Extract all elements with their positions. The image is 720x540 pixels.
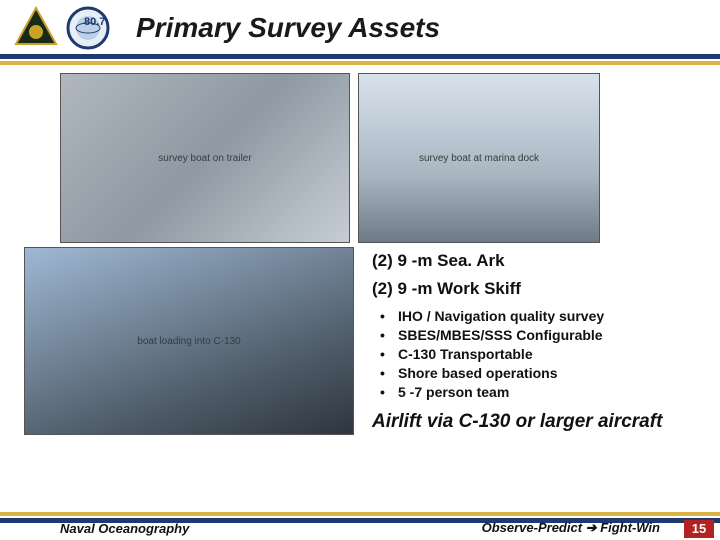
text-column: (2) 9 -m Sea. Ark (2) 9 -m Work Skiff IH… [372, 251, 702, 433]
footer-rule-gold [0, 512, 720, 516]
photo-c130-loading: boat loading into C-130 [24, 247, 354, 435]
image-row-top: survey boat on trailer survey boat at ma… [60, 73, 700, 243]
photo-caption: survey boat on trailer [158, 153, 251, 164]
slide-header: 80.7 Primary Survey Assets [0, 0, 720, 54]
footer-fight: Fight-Win [600, 520, 660, 535]
airlift-line: Airlift via C-130 or larger aircraft [372, 411, 702, 433]
list-item: SBES/MBES/SSS Configurable [380, 326, 702, 345]
photo-caption: boat loading into C-130 [137, 336, 240, 347]
footer-observe: Observe-Predict [482, 520, 582, 535]
subtitle-workskiff: (2) 9 -m Work Skiff [372, 279, 702, 299]
fleet-survey-seal-icon: 80.7 [66, 6, 110, 50]
header-rule-navy [0, 54, 720, 59]
photo-boat-dock: survey boat at marina dock [358, 73, 600, 243]
seal-badge-text: 80.7 [84, 16, 105, 28]
arrow-icon: ➔ [586, 520, 601, 535]
list-item: 5 -7 person team [380, 383, 702, 402]
footer-right-text: Observe-Predict ➔ Fight-Win [482, 520, 660, 536]
page-number: 15 [684, 520, 714, 538]
list-item: IHO / Navigation quality survey [380, 307, 702, 326]
list-item: C-130 Transportable [380, 345, 702, 364]
feature-bullets: IHO / Navigation quality survey SBES/MBE… [372, 307, 702, 401]
footer-left-text: Naval Oceanography [60, 521, 189, 536]
slide-footer: Naval Oceanography Observe-Predict ➔ Fig… [0, 512, 720, 540]
slide-content: survey boat on trailer survey boat at ma… [0, 65, 720, 435]
list-item: Shore based operations [380, 364, 702, 383]
navoceano-seal-icon [14, 6, 58, 50]
subtitle-seaark: (2) 9 -m Sea. Ark [372, 251, 702, 271]
slide-title: Primary Survey Assets [136, 12, 440, 44]
photo-caption: survey boat at marina dock [419, 153, 539, 164]
photo-boat-trailer: survey boat on trailer [60, 73, 350, 243]
